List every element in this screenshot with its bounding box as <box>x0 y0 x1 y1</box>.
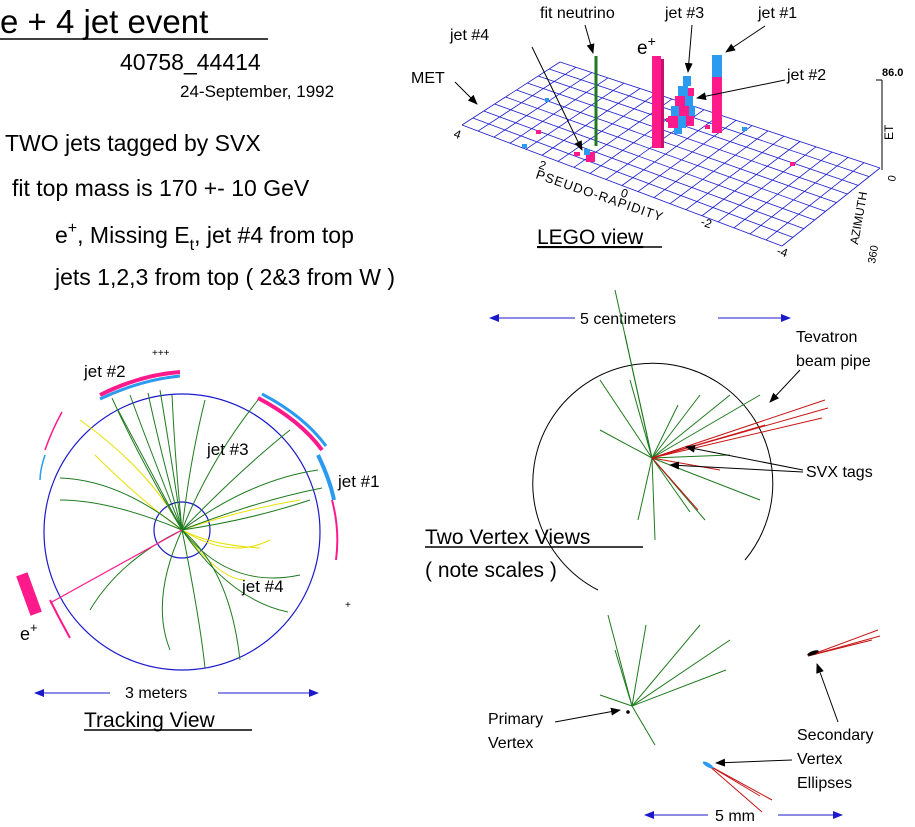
tracking-outer-circle <box>43 393 321 671</box>
lego-grid-line <box>461 61 561 126</box>
lego-azimuth-label: AZIMUTH <box>847 191 870 246</box>
note-svx-tagged: TWO jets tagged by SVX <box>5 130 261 156</box>
lego-label-jet2: jet #2 <box>786 67 826 84</box>
lego-eplus-tower <box>652 56 661 148</box>
tracking-inner-circle <box>153 501 211 559</box>
lego-grid-line <box>669 130 769 204</box>
lego-et-max: 86.0 <box>882 67 903 79</box>
lego-grid-line <box>701 141 801 217</box>
charged-tracks <box>59 389 323 669</box>
lego-view: 86.0 ET AZIMUTH 0 360 PSEUDO-RAPIDITY 4 … <box>411 5 903 265</box>
vertex-view-top: 5 centimeters Tevatron <box>425 289 873 591</box>
lego-label-eplus: e+ <box>637 33 656 59</box>
event-id: 40758_44414 <box>120 49 261 75</box>
lego-jet4-tower <box>586 152 595 162</box>
lego-jet23-cluster <box>668 76 695 134</box>
lego-grid-line <box>541 88 641 156</box>
tracking-view-title: Tracking View <box>84 709 216 732</box>
vertex-label-svx-tags: SVX tags <box>806 464 873 481</box>
lego-grid-line <box>505 96 826 212</box>
electron-track <box>49 529 183 604</box>
vertex-label-primary-1: Primary <box>488 711 543 728</box>
event-title: e + 4 jet event <box>0 3 208 40</box>
lego-grid-line <box>717 146 817 223</box>
lego-view-title: LEGO view <box>537 226 644 249</box>
lego-phi-tick-0: 0 <box>886 174 899 182</box>
event-date: 24-September, 1992 <box>180 82 334 101</box>
tracking-view: +++ jet #2 jet #3 jet #1 jet #4 e+ + 3 m… <box>16 348 380 732</box>
vertex-label-secondary-2: Vertex <box>797 751 842 768</box>
vertex-view-bottom: Primary Vertex Secondary Vertex Ellipses… <box>488 614 881 825</box>
tracking-label-jet1: jet #1 <box>337 472 380 491</box>
vertex-top-scale-label: 5 centimeters <box>580 311 676 328</box>
lego-et-label: ET <box>882 124 896 140</box>
lego-phi-tick-360: 360 <box>866 244 881 264</box>
lego-grid-line <box>781 167 881 247</box>
tracking-label-jet3: jet #3 <box>206 440 249 459</box>
secondary-vertex-2 <box>702 761 773 813</box>
lego-grid-line <box>509 77 609 144</box>
vertex-label-secondary-3: Ellipses <box>797 775 852 792</box>
vertex-bottom-tracks <box>599 614 731 746</box>
lego-grid-line <box>733 151 833 229</box>
lego-eta-tick-0: 0 <box>619 186 630 202</box>
lego-grid-line <box>765 162 865 241</box>
lego-grid <box>461 61 881 247</box>
event-notes: TWO jets tagged by SVX fit top mass is 1… <box>5 130 395 290</box>
lego-grid-line <box>749 157 849 235</box>
lego-grid-line <box>527 82 848 195</box>
lego-rapidity-label: PSEUDO-RAPIDITY <box>534 167 666 225</box>
vertex-label-secondary-1: Secondary <box>797 727 874 744</box>
lego-grid-line <box>461 124 783 247</box>
lego-label-met: MET <box>411 70 445 87</box>
tracking-scale-label: 3 meters <box>125 685 187 702</box>
svg-text:+: + <box>345 600 351 611</box>
vertex-views-title: Two Vertex Views <box>425 526 590 549</box>
lego-grid-line <box>685 135 785 211</box>
vertex-top-tracks <box>599 289 761 541</box>
lego-grid-line <box>516 89 837 204</box>
tracking-label-eplus: e+ <box>20 620 38 644</box>
soft-tracks <box>79 419 301 581</box>
tracking-calo-deposits <box>16 370 339 639</box>
beam-pipe <box>532 362 774 591</box>
lego-jet1-tower <box>712 55 722 77</box>
lego-eta-tick-m4: -4 <box>775 244 790 261</box>
lego-grid-line <box>493 72 593 138</box>
lego-grid-line <box>557 93 657 162</box>
vertex-label-primary-2: Vertex <box>488 735 533 752</box>
note-jets-from-top: jets 1,2,3 from top ( 2&3 from W ) <box>54 264 395 290</box>
lego-label-jet1: jet #1 <box>757 5 797 22</box>
vertex-label-beam-pipe-2: beam pipe <box>796 353 871 370</box>
lego-eta-tick-m2: -2 <box>699 215 714 232</box>
vertex-label-beam-pipe-1: Tevatron <box>796 329 857 346</box>
lego-grid-line <box>538 75 859 186</box>
lego-grid-line <box>472 117 794 238</box>
lego-grid-line <box>621 114 721 186</box>
vertex-views-subtitle: ( note scales ) <box>425 559 557 582</box>
lego-label-jet4: jet #4 <box>449 27 489 44</box>
lego-grid-line <box>494 103 815 221</box>
lego-grid-line <box>525 82 625 150</box>
secondary-vertex-1 <box>807 629 881 657</box>
vertex-top-tagged-tracks <box>651 399 829 511</box>
tracking-label-jet2: jet #2 <box>83 362 126 381</box>
lego-grid-line <box>548 68 870 178</box>
lego-grid-line <box>477 66 577 132</box>
lego-label-jet3: jet #3 <box>664 5 704 22</box>
header: e + 4 jet event 40758_44414 24-September… <box>0 3 334 101</box>
vertex-bottom-scale-label: 5 mm <box>715 808 755 825</box>
lego-eta-tick-4: 4 <box>452 127 463 143</box>
note-top-mass: fit top mass is 170 +- 10 GeV <box>12 175 310 201</box>
yellow-marks: +++ <box>152 348 170 359</box>
primary-vertex-dot <box>626 710 630 714</box>
tracking-label-jet4: jet #4 <box>241 577 284 596</box>
note-from-top: e+, Missing Et, jet #4 from top <box>55 220 354 254</box>
lego-grid-line <box>653 125 753 198</box>
lego-label-fit-neutrino: fit neutrino <box>540 5 615 22</box>
lego-eta-tick-2: 2 <box>537 158 548 174</box>
